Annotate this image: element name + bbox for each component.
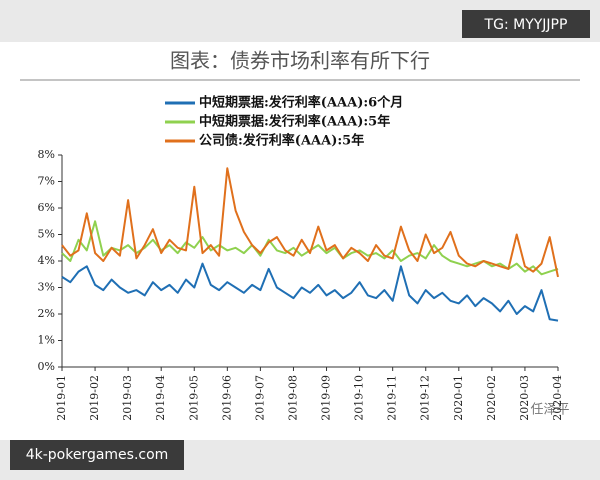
- y-tick-label: 0%: [38, 360, 55, 373]
- y-tick-label: 8%: [38, 148, 55, 161]
- x-tick-label: 2020-02: [485, 375, 498, 421]
- x-tick-label: 2019-12: [419, 375, 432, 421]
- series-line: [61, 262, 559, 322]
- y-tick-label: 3%: [38, 281, 55, 294]
- x-tick-label: 2019-10: [353, 375, 366, 421]
- legend-label: 中短期票据:发行利率(AAA):6个月: [199, 95, 403, 111]
- chart-title: 图表：债券市场利率有所下行: [170, 49, 430, 73]
- top-watermark-box: [462, 10, 590, 38]
- legend-label: 中短期票据:发行利率(AAA):5年: [199, 114, 390, 130]
- x-tick-label: 2020-01: [452, 375, 465, 421]
- series-line: [61, 167, 559, 278]
- top-watermark: TG: MYYJJPP: [484, 17, 568, 33]
- x-tick-label: 2019-02: [88, 375, 101, 421]
- x-tick-label: 2020-03: [518, 375, 531, 421]
- y-tick-label: 2%: [38, 307, 55, 320]
- x-tick-label: 2019-01: [55, 375, 68, 421]
- x-tick-label: 2019-06: [220, 375, 233, 421]
- series-line: [61, 220, 559, 276]
- y-tick-label: 6%: [38, 201, 55, 214]
- x-tick-label: 2019-11: [386, 375, 399, 421]
- x-tick-label: 2019-04: [154, 375, 167, 421]
- y-tick-label: 4%: [38, 254, 55, 267]
- y-tick-label: 5%: [38, 228, 55, 241]
- x-tick-label: 2019-08: [286, 375, 299, 421]
- y-tick-label: 1%: [38, 334, 55, 347]
- bottom-watermark-box: [10, 440, 184, 470]
- x-tick-label: 2019-05: [187, 375, 200, 421]
- y-tick-label: 7%: [38, 175, 55, 188]
- x-tick-label: 2019-09: [320, 375, 333, 421]
- legend-label: 公司债:发行利率(AAA):5年: [199, 133, 364, 149]
- x-tick-label: 2020-04: [551, 375, 564, 421]
- author-watermark: 任泽平: [530, 403, 569, 418]
- x-tick-label: 2019-07: [253, 375, 266, 421]
- x-tick-label: 2019-03: [121, 375, 134, 421]
- bottom-watermark: 4k-pokergames.com: [26, 447, 169, 463]
